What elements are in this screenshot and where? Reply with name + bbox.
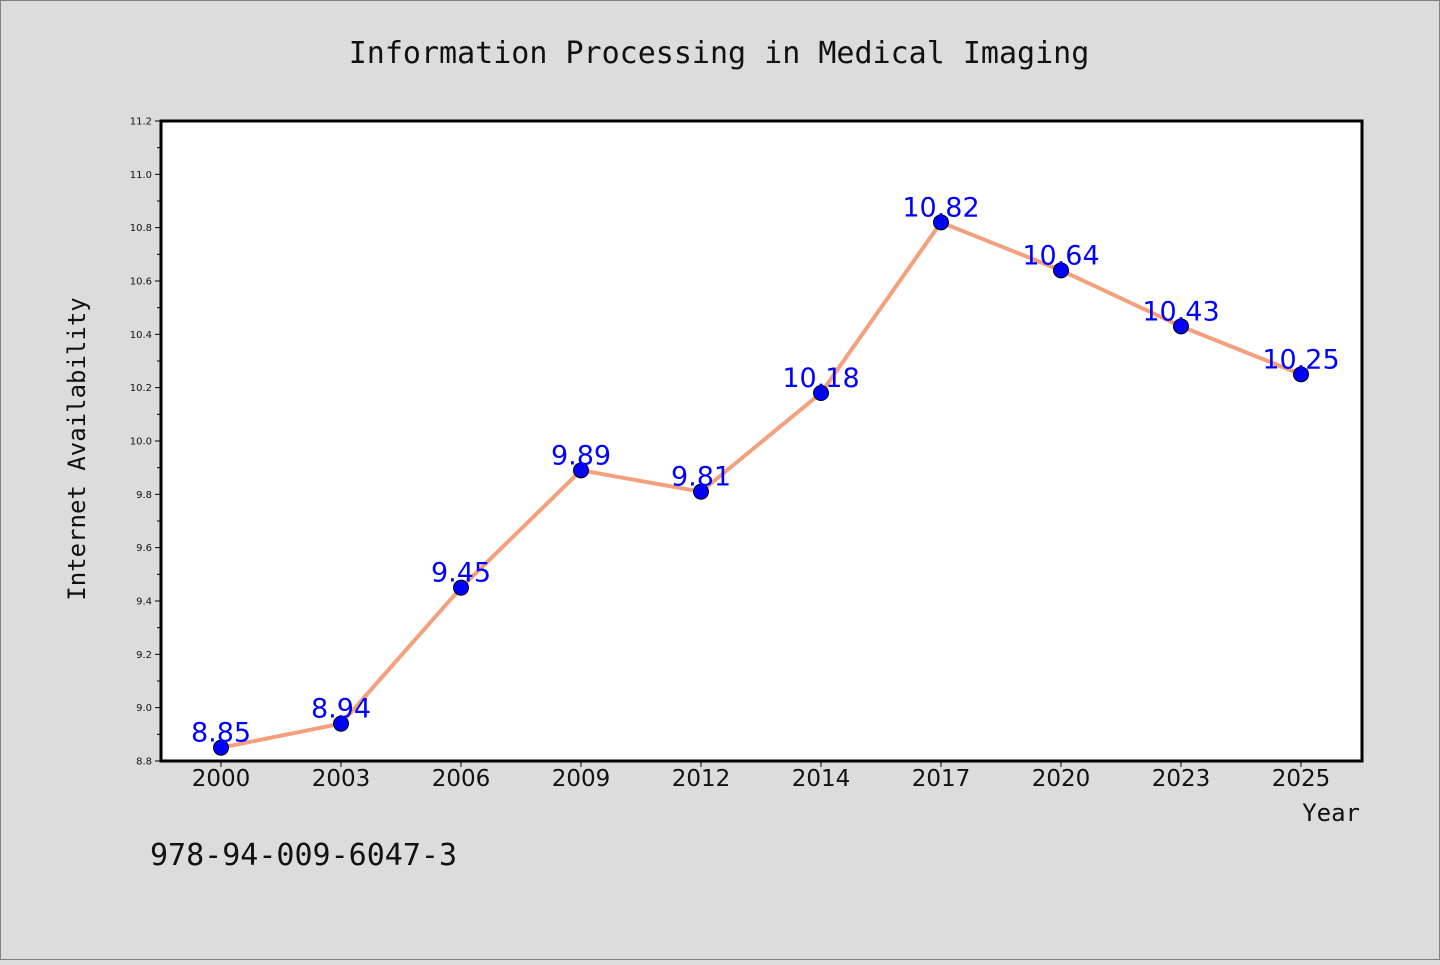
y-tick-label: 10.2 bbox=[130, 383, 152, 394]
x-tick-label: 2006 bbox=[432, 766, 491, 792]
data-point bbox=[213, 739, 229, 756]
y-tick-label: 11.0 bbox=[130, 170, 152, 181]
y-axis-label: Internet Availability bbox=[63, 297, 91, 600]
footer-isbn: 978-94-009-6047-3 bbox=[150, 838, 457, 873]
data-point-label: 10.25 bbox=[1262, 344, 1339, 375]
data-point-label: 8.94 bbox=[311, 694, 371, 725]
y-tick-label: 10.6 bbox=[130, 277, 152, 288]
data-point-label: 10.64 bbox=[1022, 240, 1099, 271]
data-point bbox=[1293, 366, 1309, 383]
data-point bbox=[1173, 318, 1189, 335]
data-point-label: 10.82 bbox=[902, 192, 979, 223]
y-tick-label: 8.8 bbox=[136, 757, 152, 768]
y-axis-ticks: 8.8 9.0 9.2 9.4 9.6 9.8 10.0 10.2 10.4 10.6 10.8 11… bbox=[130, 117, 161, 768]
data-point-label: 10.43 bbox=[1142, 296, 1219, 327]
series-line bbox=[219, 220, 1303, 750]
data-point-label: 8.85 bbox=[191, 718, 251, 749]
x-tick-label: 2023 bbox=[1152, 766, 1211, 792]
x-tick-label: 2012 bbox=[672, 766, 731, 792]
data-point-label: 9.45 bbox=[431, 558, 491, 589]
y-tick-label: 9.0 bbox=[136, 703, 152, 714]
x-tick-label: 2020 bbox=[1032, 766, 1091, 792]
x-tick-label: 2009 bbox=[552, 766, 611, 792]
y-tick-label: 9.4 bbox=[136, 597, 152, 608]
y-tick-label: 9.2 bbox=[136, 650, 152, 661]
data-point bbox=[693, 483, 709, 500]
y-tick-label: 9.6 bbox=[136, 543, 152, 554]
x-axis-ticks: 2000 2003 2006 2009 2012 2014 2017 2020 2023 2025 bbox=[192, 761, 1331, 792]
y-tick-label: 10.4 bbox=[130, 330, 152, 341]
y-tick-label: 10.8 bbox=[130, 223, 152, 234]
y-tick-label: 9.8 bbox=[136, 490, 152, 501]
series-markers bbox=[213, 214, 1309, 756]
data-point-label: 9.89 bbox=[551, 440, 611, 471]
data-point bbox=[813, 385, 829, 401]
data-point bbox=[453, 579, 469, 596]
data-point bbox=[1053, 262, 1069, 279]
x-tick-label: 2003 bbox=[312, 766, 371, 792]
x-tick-label: 2025 bbox=[1272, 766, 1331, 792]
data-labels: 8.85 8.94 9.45 9.89 9.81 10.18 10.82 10.64 10.43… bbox=[191, 192, 1340, 748]
x-tick-label: 2017 bbox=[912, 766, 971, 792]
y-tick-label: 11.2 bbox=[130, 117, 152, 128]
data-point-label: 9.81 bbox=[671, 462, 731, 493]
x-tick-label: 2000 bbox=[192, 766, 251, 792]
data-point-label: 10.18 bbox=[782, 363, 859, 394]
chart-title: Information Processing in Medical Imagin… bbox=[349, 36, 1090, 71]
data-point bbox=[333, 715, 349, 732]
x-axis-label: Year bbox=[1302, 799, 1360, 827]
x-tick-label: 2014 bbox=[792, 766, 851, 792]
data-point bbox=[573, 462, 589, 479]
plot-frame bbox=[159, 119, 1364, 763]
data-point bbox=[933, 214, 949, 231]
y-tick-label: 10.0 bbox=[130, 437, 152, 448]
